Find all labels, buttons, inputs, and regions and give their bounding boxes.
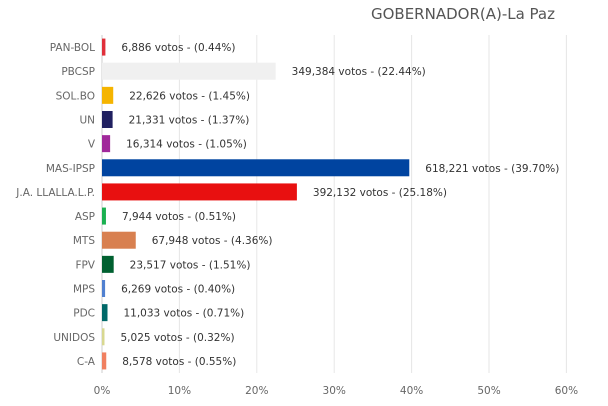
bar-fpv [102, 255, 114, 273]
x-tick-label-30: 30% [323, 385, 346, 397]
category-label-pdc: PDC [73, 308, 95, 320]
bar-pan-bol [102, 38, 106, 56]
data-label-asp: 7,944 votos - (0.51%) [122, 211, 236, 223]
data-label-c-a: 8,578 votos - (0.55%) [122, 356, 236, 368]
category-label-sol-bo: SOL.BO [56, 90, 95, 102]
bars [102, 38, 410, 370]
grid [178, 35, 567, 373]
data-labels: 6,886 votos - (0.44%) 349,384 votos - (22… [121, 42, 560, 368]
category-label-v: V [88, 139, 96, 151]
x-tick-label-60: 60% [555, 385, 578, 397]
data-label-fpv: 23,517 votos - (1.51%) [130, 259, 251, 271]
category-label-j-a-llalla-l-p: J.A. LLALLA.L.P. [15, 187, 95, 199]
x-tick-label-0: 0% [94, 385, 111, 397]
category-label-mps: MPS [73, 284, 95, 296]
bar-mts [102, 231, 136, 249]
x-tick-label-10: 10% [168, 385, 191, 397]
data-label-sol-bo: 22,626 votos - (1.45%) [129, 90, 250, 102]
bar-sol-bo [102, 86, 114, 104]
data-label-unidos: 5,025 votos - (0.32%) [121, 332, 235, 344]
bar-j-a-llalla-l-p [102, 183, 297, 201]
bar-unidos [102, 328, 105, 346]
data-label-mas-ipsp: 618,221 votos - (39.70%) [425, 163, 559, 175]
category-label-pan-bol: PAN-BOL [50, 42, 95, 54]
data-label-pdc: 11,033 votos - (0.71%) [123, 308, 244, 320]
data-label-mts: 67,948 votos - (4.36%) [152, 235, 273, 247]
data-label-pan-bol: 6,886 votos - (0.44%) [121, 42, 235, 54]
category-label-c-a: C-A [77, 356, 96, 368]
bar-mas-ipsp [102, 159, 410, 177]
category-label-pbcsp: PBCSP [61, 66, 95, 78]
category-label-unidos: UNIDOS [53, 332, 95, 344]
category-label-mts: MTS [73, 235, 95, 247]
bar-c-a [102, 352, 107, 370]
data-label-j-a-llalla-l-p: 392,132 votos - (25.18%) [313, 187, 447, 199]
category-label-asp: ASP [75, 211, 95, 223]
bar-v [102, 135, 111, 153]
category-label-un: UN [79, 115, 95, 127]
category-label-mas-ipsp: MAS-IPSP [46, 163, 95, 175]
x-tick-label-20: 20% [245, 385, 268, 397]
bar-mps [102, 280, 106, 297]
bar-asp [102, 207, 106, 225]
bar-pbcsp [102, 62, 276, 80]
x-tick-labels: 0% 10% 20% 30% 40% 50% 60% [94, 385, 578, 397]
data-label-pbcsp: 349,384 votos - (22.44%) [292, 66, 426, 78]
category-label-fpv: FPV [75, 259, 95, 271]
chart-title: GOBERNADOR(A)-La Paz [371, 5, 555, 23]
bar-un [102, 111, 113, 128]
x-tick-label-40: 40% [400, 385, 423, 397]
data-label-un: 21,331 votos - (1.37%) [129, 115, 250, 127]
bar-pdc [102, 304, 108, 322]
data-label-v: 16,314 votos - (1.05%) [126, 139, 247, 151]
category-labels: PAN-BOL PBCSP SOL.BO UN V MAS-IPSP J.A. LLALLA… [15, 42, 96, 368]
data-label-mps: 6,269 votos - (0.40%) [121, 284, 235, 296]
x-tick-label-50: 50% [477, 385, 500, 397]
